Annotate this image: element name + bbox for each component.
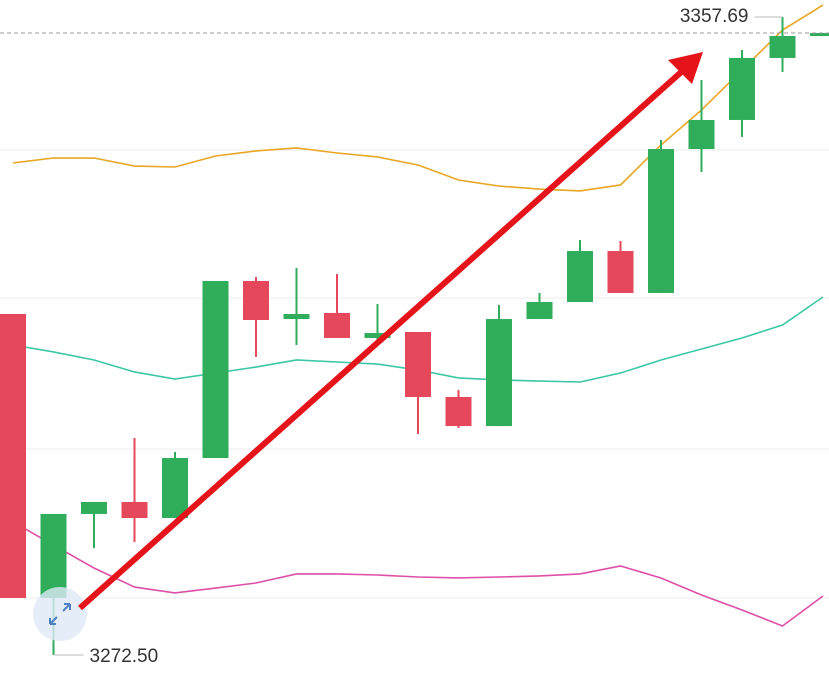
candle-body	[364, 333, 391, 338]
candle-body	[769, 36, 796, 58]
candle-body	[81, 501, 107, 514]
candle-body	[648, 149, 674, 293]
candle-body	[607, 251, 634, 293]
grid	[0, 149, 829, 599]
annotation-label: 3357.69	[680, 6, 749, 27]
expand-button[interactable]	[33, 587, 87, 641]
candle-body	[688, 119, 715, 150]
candle-body	[567, 251, 593, 303]
candle-body	[121, 501, 148, 518]
trend-arrow	[78, 63, 690, 611]
candle-body	[202, 280, 229, 459]
candle-body	[486, 319, 512, 427]
candle-body	[729, 57, 755, 120]
band-line	[12, 4, 824, 192]
trend-arrow-head	[668, 52, 703, 84]
candle-body	[0, 314, 26, 598]
candle-body	[405, 331, 431, 397]
candle-body	[445, 396, 472, 427]
candle-body	[243, 280, 269, 320]
candle-body	[40, 513, 67, 598]
candle-body	[810, 33, 829, 37]
candle-body	[526, 302, 553, 320]
expand-icon	[49, 603, 71, 625]
candle-body	[162, 458, 188, 518]
annotation-label: 3272.50	[90, 646, 159, 667]
candle-body	[324, 312, 350, 338]
band-line	[12, 521, 824, 627]
candle-body	[283, 314, 310, 320]
plot: 3357.69 3272.50	[0, 4, 829, 667]
